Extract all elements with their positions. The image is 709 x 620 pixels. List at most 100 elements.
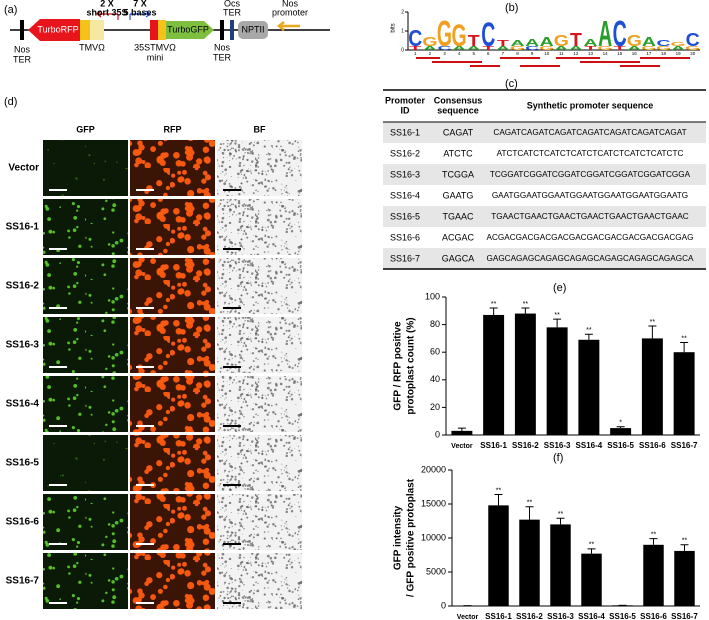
logo-letter: T: [570, 30, 582, 50]
micrograph: [217, 199, 302, 255]
error-bar: [680, 342, 689, 353]
row-label: Vector: [8, 163, 39, 174]
table-cell: TCGGA: [442, 169, 474, 179]
axis-label: / GFP positive protoplast: [406, 478, 417, 597]
micrograph: [217, 376, 302, 432]
logo-letter: C: [437, 46, 451, 52]
row-label: SS16-1: [6, 222, 40, 233]
table-cell: CAGAT: [443, 127, 474, 137]
x-tick-label: SS16-4: [578, 612, 605, 620]
table-header: ID: [401, 105, 411, 115]
bar: [674, 550, 695, 606]
gene-label: TurboGFP: [167, 24, 209, 34]
logo-letter: G: [627, 32, 642, 50]
arrow: [96, 10, 119, 20]
significance: **: [682, 538, 688, 545]
bar: [483, 314, 505, 435]
bar: [578, 339, 600, 435]
arrow: [129, 10, 151, 20]
x-tick-label: 14: [603, 51, 609, 56]
logo-letter: C: [656, 40, 670, 48]
x-tick-label: 19: [676, 51, 682, 56]
axis-label: GFP / RFP positive: [393, 321, 404, 411]
table-header: Synthetic promoter sequence: [527, 100, 654, 110]
bar: [488, 505, 509, 606]
table-cell: TCGGATCGGATCGGATCGGATCGGATCGGATCGGA: [490, 170, 691, 179]
logo-letter: A: [642, 34, 656, 49]
error-bar: [649, 538, 658, 545]
micrograph: [217, 258, 302, 314]
logo-letter: A: [583, 38, 597, 49]
error-bar: [648, 325, 657, 339]
x-tick-label: 13: [588, 51, 594, 56]
axis-label: protoplast count (%): [406, 317, 417, 414]
bar: [550, 524, 571, 606]
panel-label: (f): [553, 452, 563, 464]
significance: **: [586, 327, 592, 334]
logo-letter: A: [540, 34, 554, 49]
bar: [673, 352, 695, 435]
x-tick-label: 11: [559, 51, 564, 56]
y-tick-label: 60: [430, 347, 440, 357]
bar: [610, 428, 632, 435]
terminator: [230, 20, 234, 40]
table-cell: SS16-2: [390, 148, 420, 158]
y-tick-label: 10000: [421, 532, 446, 542]
table-cell: ATCTC: [443, 148, 473, 158]
x-tick-label: 4: [458, 51, 461, 56]
table-cell: ACGACGACGACGACGACGACGACGACGACGACGAG: [487, 233, 694, 242]
logo-letter: G: [685, 46, 700, 52]
micrograph: [43, 494, 128, 550]
logo-letter: G: [641, 46, 656, 52]
error-bar: [584, 333, 593, 340]
micrograph: [217, 553, 302, 609]
axis-label: GFP intensity: [393, 505, 404, 570]
construct: TurboRFP TurboGFP NPTII Nos TER TMVΩ 2 X…: [10, 0, 330, 64]
label: TER: [213, 52, 232, 62]
error-bar: [553, 318, 562, 328]
x-tick-label: 10: [544, 51, 550, 56]
element: [150, 20, 158, 40]
x-tick-label: 2: [429, 51, 432, 56]
logo-letter: A: [496, 46, 510, 52]
label: TER: [13, 54, 32, 64]
label: 35STMVΩ: [134, 42, 176, 52]
terminator: [220, 20, 224, 40]
row-label: SS16-6: [6, 517, 40, 528]
panel-label: (c): [505, 78, 518, 90]
x-tick-label: 17: [646, 51, 652, 56]
logo-letter: C: [408, 26, 422, 52]
significance: **: [527, 500, 533, 507]
bar: [451, 430, 473, 435]
row-label: SS16-3: [6, 340, 40, 351]
micrograph: [43, 317, 128, 373]
label: short 35S: [86, 7, 127, 17]
x-tick-label: SS16-2: [512, 441, 539, 450]
micrograph: [43, 199, 128, 255]
y-tick-label: 40: [430, 374, 440, 384]
x-tick-label: Vector: [457, 614, 479, 620]
x-tick-label: 7: [502, 51, 505, 56]
x-tick-label: SS16-3: [544, 441, 571, 450]
x-tick-label: SS16-2: [516, 612, 543, 620]
micrograph: [217, 435, 302, 491]
y-tick-label: 5000: [426, 566, 446, 576]
logo-letter: C: [525, 46, 539, 52]
logo-letter: A: [525, 38, 539, 49]
row-band: [383, 206, 706, 227]
label: Ocs: [224, 0, 241, 8]
table-cell: GAATG: [443, 190, 474, 200]
label: 5 bases: [123, 7, 156, 17]
y-tick-label: 20000: [421, 464, 446, 474]
label: 2 X: [100, 0, 114, 8]
x-tick-label: SS16-7: [671, 612, 698, 620]
micrograph: [217, 317, 302, 373]
label: promoter: [272, 7, 308, 17]
table-cell: CAGATCAGATCAGATCAGATCAGATCAGATCAGAT: [493, 128, 686, 137]
gene-label: NPTII: [241, 24, 264, 34]
micrograph: [217, 140, 302, 196]
table-cell: GAATGGAATGGAATGGAATGGAATGGAATGGAATG: [492, 191, 688, 200]
bar: [546, 327, 568, 435]
x-tick-label: 20: [690, 51, 696, 56]
micrograph: [130, 494, 215, 550]
